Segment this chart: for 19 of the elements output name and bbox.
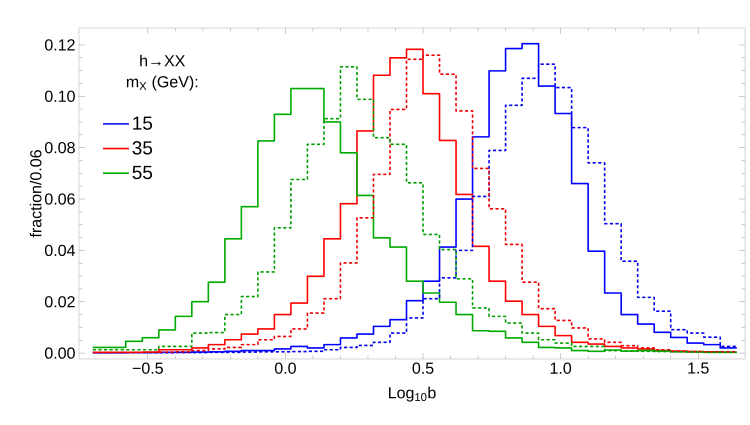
y-tick-label: 0.08 [44,142,75,154]
y-tick-label: 0.12 [44,39,75,51]
x-tick-label: 1.5 [688,362,709,374]
y-tick-label: 0.02 [44,296,75,308]
text: h→XX [140,54,186,66]
y-tick-label: 0.10 [44,90,75,102]
y-axis-title: fraction/0.06 [30,150,42,238]
legend-label: 35 [132,141,152,155]
x-tick-label: 1.0 [550,362,572,374]
x-tick-label: 0.5 [412,362,434,374]
text: m$_{X}$ (GeV): [126,76,198,91]
legend-label: 55 [132,166,152,180]
x-tick-label: 0.0 [274,362,296,374]
x-tick-label: −0.5 [132,362,163,374]
y-tick-label: 0.00 [44,347,75,359]
y-tick-label: 0.06 [44,193,75,205]
y-tick-label: 0.04 [44,244,76,256]
legend-label: 15 [133,116,152,130]
x-axis-title: Log$_{10}$b [389,386,436,402]
